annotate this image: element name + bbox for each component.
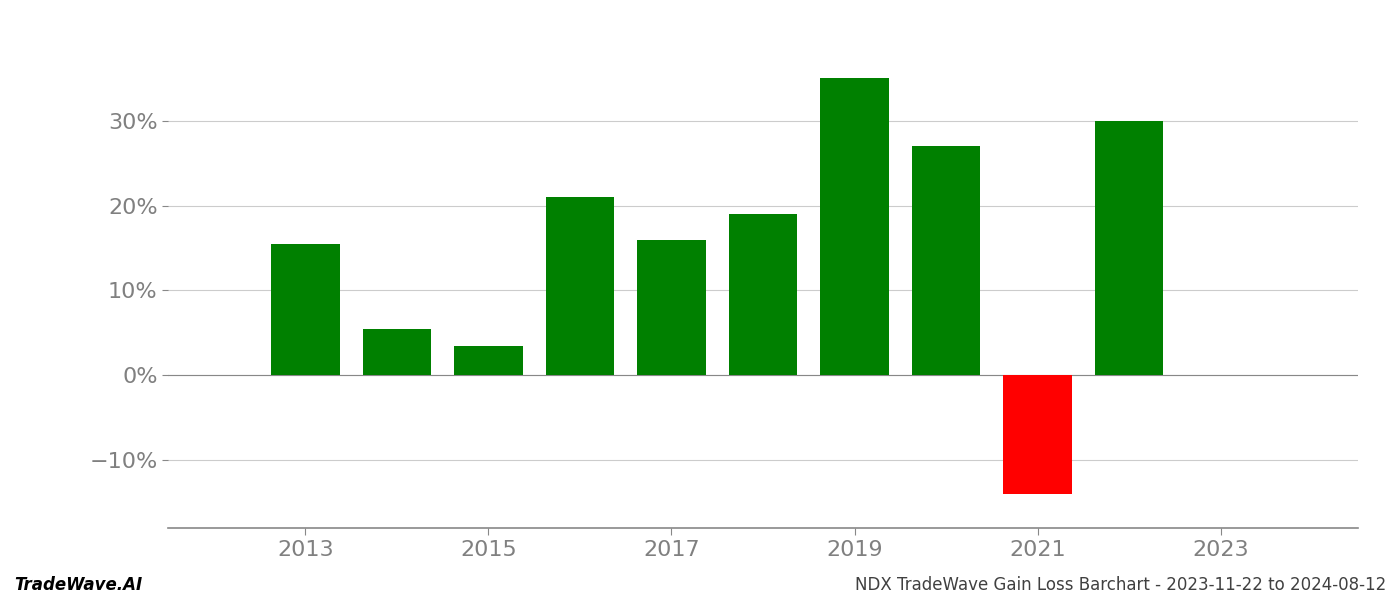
Bar [637,239,706,376]
Bar [820,79,889,376]
Bar [546,197,615,376]
Bar [272,244,340,376]
Bar [1095,121,1163,376]
Bar [1004,376,1072,494]
Bar [728,214,798,376]
Text: NDX TradeWave Gain Loss Barchart - 2023-11-22 to 2024-08-12: NDX TradeWave Gain Loss Barchart - 2023-… [855,576,1386,594]
Text: TradeWave.AI: TradeWave.AI [14,576,143,594]
Bar [363,329,431,376]
Bar [911,146,980,376]
Bar [454,346,522,376]
